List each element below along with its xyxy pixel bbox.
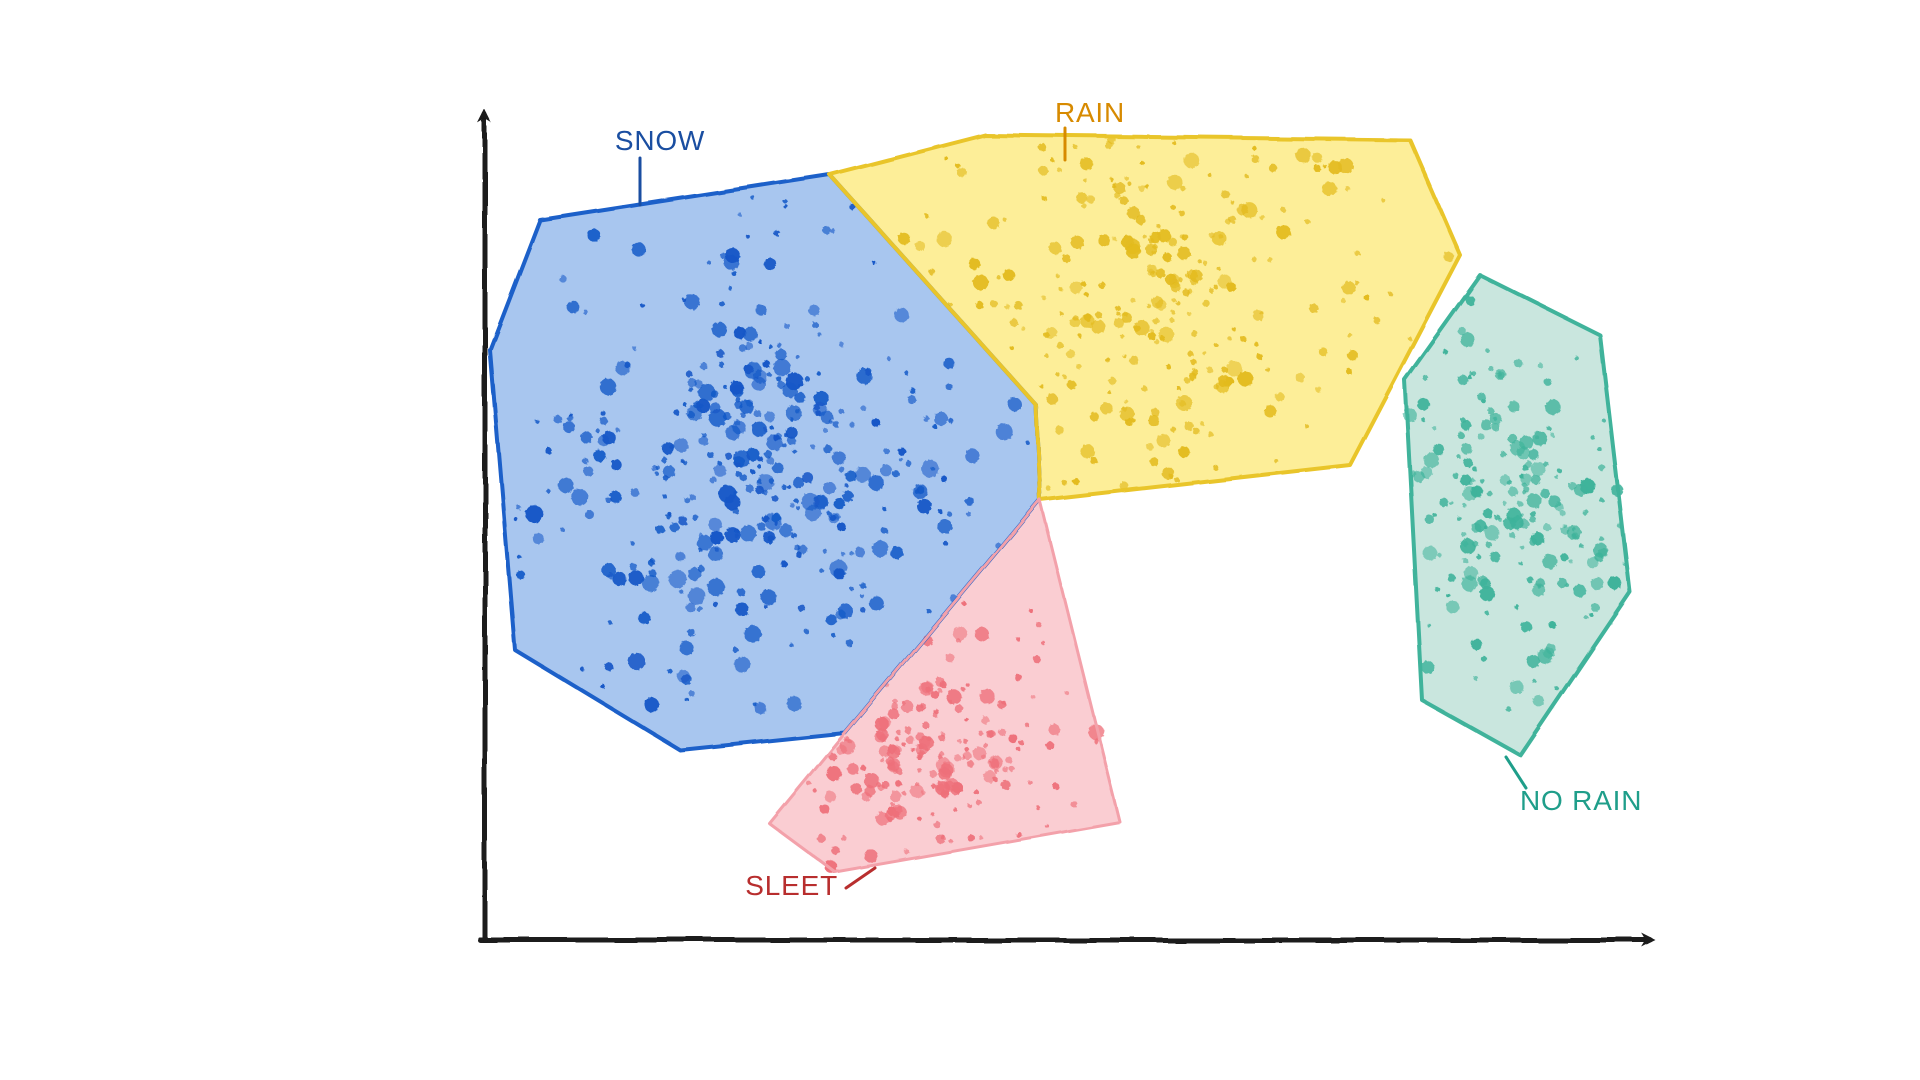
label-snow: SNOW	[615, 125, 705, 156]
label-leader-norain	[1506, 757, 1526, 788]
label-leader-sleet	[846, 868, 875, 888]
cluster-scatter-diagram: SNOW RAIN SLEET NO RAIN	[210, 60, 1710, 1020]
label-sleet: SLEET	[745, 870, 838, 901]
label-rain: RAIN	[1055, 97, 1125, 128]
chart-canvas: SNOW RAIN SLEET NO RAIN	[210, 60, 1710, 1020]
label-norain: NO RAIN	[1520, 785, 1642, 816]
